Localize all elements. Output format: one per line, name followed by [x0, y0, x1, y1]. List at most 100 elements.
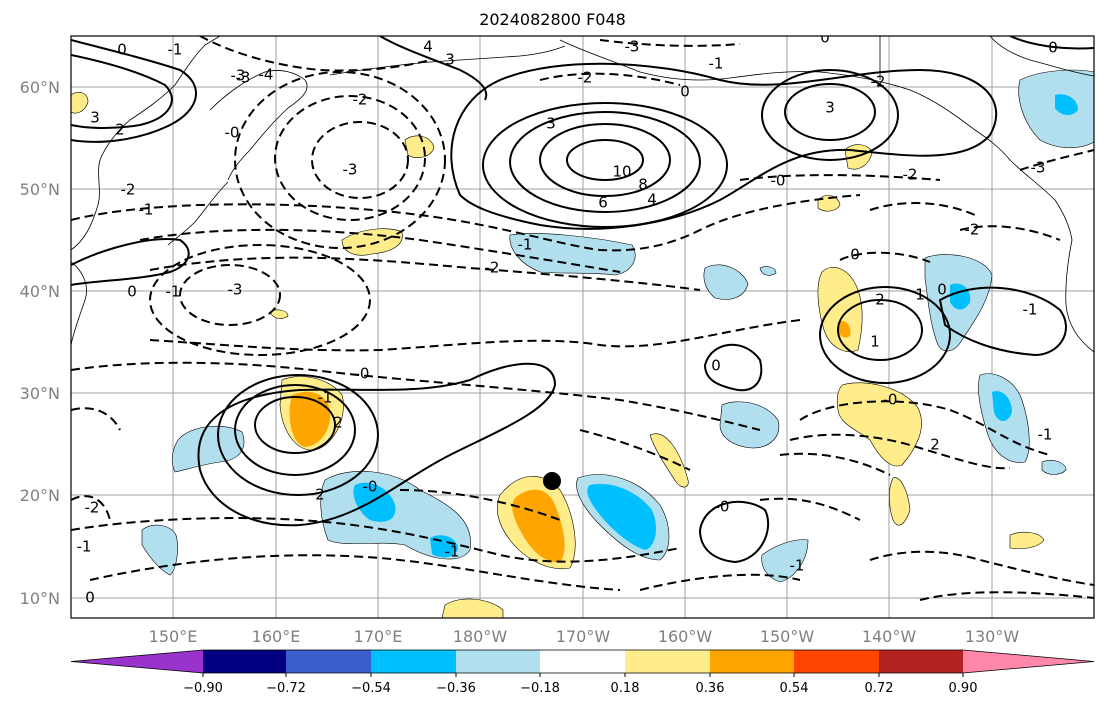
anomaly-patch-pos	[441, 598, 504, 618]
anomaly-patch-neg	[761, 539, 809, 583]
contour-label: -0	[771, 172, 786, 190]
anomaly-patch-neg-strong	[587, 483, 656, 550]
contours-positive	[71, 36, 1094, 564]
anomaly-patch-pos	[817, 267, 863, 352]
contour-line	[703, 343, 763, 392]
contour-line	[379, 36, 488, 101]
contour-line	[779, 452, 891, 476]
contour-label: 4	[423, 38, 433, 56]
contour-label: 0	[117, 41, 127, 59]
anomaly-patch-pos	[404, 135, 435, 158]
contour-label: 6	[598, 194, 608, 212]
contour-line	[71, 517, 681, 563]
contour-label: -4	[259, 66, 274, 84]
contour-line	[938, 286, 1067, 357]
contour-label: 2	[315, 486, 325, 504]
colorbar-swatch	[456, 650, 540, 673]
lon-label: 130°W	[965, 627, 1020, 646]
contour-label: 0	[127, 283, 137, 301]
anomaly-patch-pos-strong	[289, 391, 331, 447]
contour-ring	[539, 123, 671, 197]
contour-label: 10	[612, 163, 631, 181]
contour-line	[71, 495, 111, 521]
contour-ring	[217, 374, 379, 496]
contour-ring	[254, 396, 336, 454]
anomaly-patch-pos-strong	[837, 320, 851, 338]
contour-ring	[784, 83, 876, 141]
colorbar-tick-label: 0.72	[865, 681, 894, 696]
coastline-kuril	[167, 181, 229, 246]
contour-ring	[566, 139, 644, 181]
contour-label: 4	[647, 191, 657, 209]
colorbar-swatch	[540, 650, 625, 673]
colorbar-tick-label: −0.54	[351, 681, 391, 696]
colorbar-swatch	[286, 650, 371, 673]
colorbar-swatch	[710, 650, 794, 673]
contour-label: 1	[915, 286, 925, 304]
anomaly-patch-neg	[719, 401, 780, 449]
contour-ring	[482, 102, 728, 228]
contour-line	[639, 573, 801, 591]
contour-label: 8	[638, 176, 648, 194]
anomaly-patch-pos	[1009, 531, 1045, 550]
contour-ring	[509, 111, 701, 213]
contour-line	[799, 400, 1051, 456]
contour-line	[1019, 149, 1094, 171]
contour-ring	[179, 264, 281, 326]
coastline-japan	[71, 261, 87, 346]
contour-ring	[761, 69, 899, 161]
colorbar-swatch	[879, 650, 963, 673]
colorbar-tick-label: −0.72	[266, 681, 306, 696]
contour-label: -3	[231, 67, 246, 85]
lon-label: 150°W	[760, 627, 815, 646]
contour-line	[789, 433, 1011, 470]
colorbar-tick-label: 0.54	[780, 681, 809, 696]
contour-label: -0	[363, 478, 378, 496]
contour-ring	[234, 71, 446, 249]
colorbar-swatches	[70, 649, 1095, 674]
contour-label: 0	[680, 83, 690, 101]
contour-label: 3	[445, 51, 455, 69]
contour-label: -0	[715, 498, 730, 516]
colorbar-ticks: −0.90 −0.72 −0.54 −0.36 −0.18 0.18 0.36 0.54 0.7…	[183, 673, 977, 696]
lon-label: 180°W	[453, 627, 508, 646]
lat-label: 30°N	[20, 384, 60, 403]
colorbar-extend-min	[71, 650, 203, 673]
map-frame	[70, 35, 1095, 619]
contour-label: -3	[228, 281, 243, 299]
contour-ring	[819, 286, 951, 384]
anomaly-patch-pos	[817, 195, 841, 212]
contour-line	[139, 228, 621, 273]
contour-label: 0	[937, 281, 947, 299]
contour-label: 2	[875, 291, 885, 309]
contour-label: -1	[790, 557, 805, 575]
contour-label: -1	[318, 389, 333, 407]
contour-label: 0	[850, 246, 860, 264]
colorbar-tick-label: −0.18	[520, 681, 560, 696]
contour-label: 2	[930, 436, 940, 454]
contour-label: -2	[85, 499, 100, 517]
lon-label: 150°E	[149, 627, 198, 646]
colorbar-tick-label: −0.36	[436, 681, 476, 696]
lon-label: 170°E	[354, 627, 403, 646]
colorbar-tick-label: 0.18	[611, 681, 640, 696]
colorbar-swatch	[625, 650, 710, 673]
contour-label: 3	[90, 109, 100, 127]
contours-negative	[71, 36, 1094, 601]
contour-line	[199, 36, 431, 72]
coastline-asia	[71, 36, 221, 251]
contour-label: 2	[333, 414, 343, 432]
contour-line	[579, 429, 691, 471]
anomaly-patch-neg	[141, 524, 178, 576]
contour-label: -3	[625, 38, 640, 56]
contour-line	[71, 361, 761, 431]
anomaly-patch-neg	[1041, 460, 1067, 475]
contour-line	[919, 591, 1094, 601]
contour-line	[71, 194, 861, 252]
colorbar-swatch	[371, 650, 456, 673]
contour-line	[450, 62, 997, 230]
contour-label: -3	[343, 161, 358, 179]
coastline-alaska	[559, 39, 1073, 241]
contour-label: -1	[445, 543, 460, 561]
latitude-labels: 60°N 50°N 40°N 30°N 20°N 10°N	[20, 78, 60, 608]
